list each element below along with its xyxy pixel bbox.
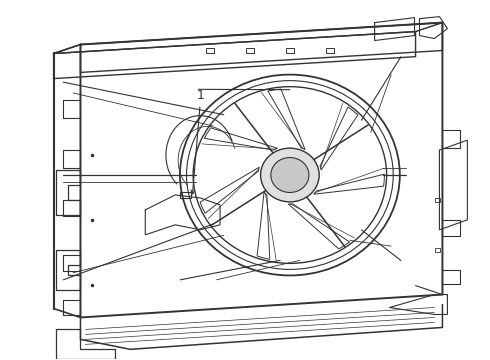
Bar [206,48,214,53]
Bar [180,192,191,198]
Bar [326,48,334,53]
Bar [246,48,254,53]
Text: 1: 1 [196,89,204,102]
Ellipse shape [271,158,309,193]
Ellipse shape [261,148,319,202]
Bar [435,198,441,202]
Bar [286,48,294,53]
Bar [435,248,441,252]
